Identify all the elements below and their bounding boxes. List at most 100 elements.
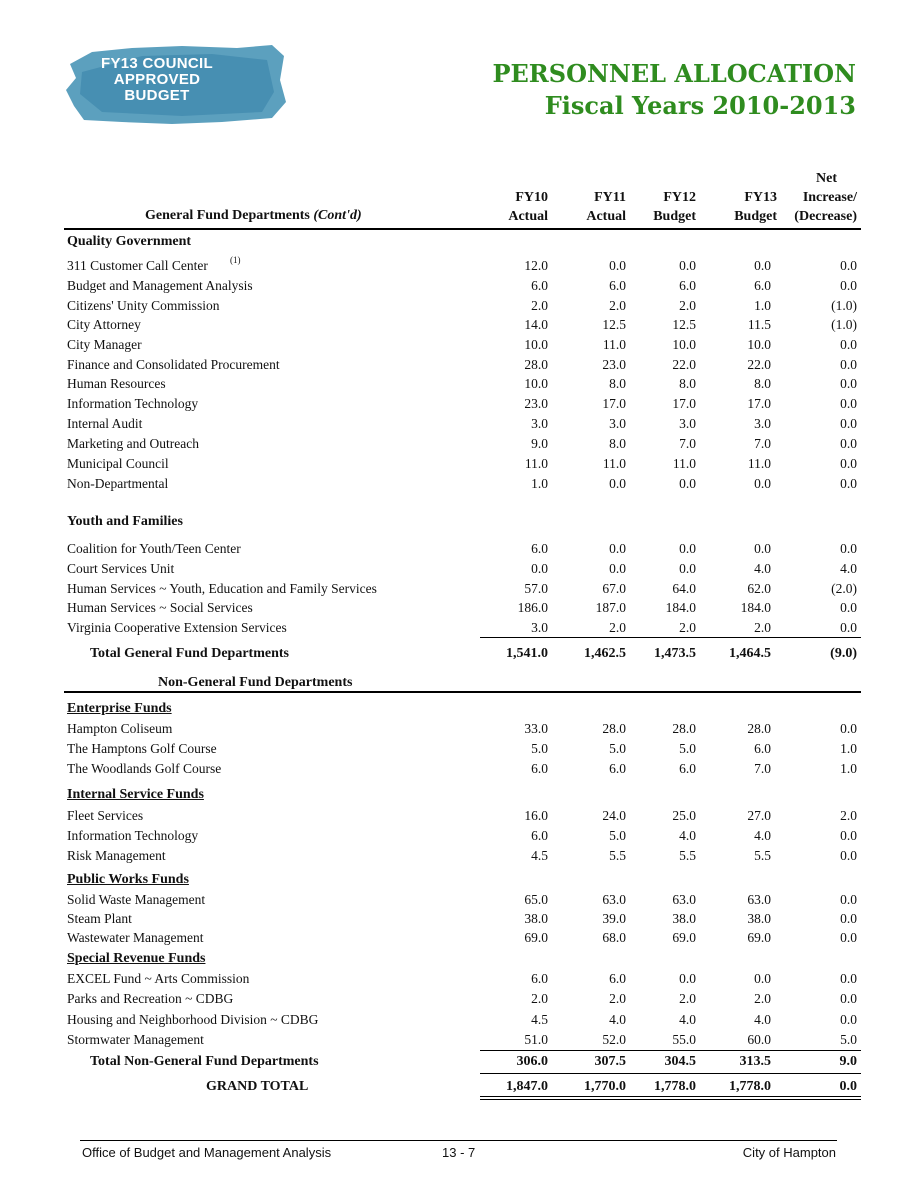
- fy12-value: 2.0: [679, 991, 696, 1006]
- fy10-value: 6.0: [531, 541, 548, 556]
- department-name: Virginia Cooperative Extension Services: [67, 620, 287, 635]
- fy10-value: 23.0: [524, 396, 548, 411]
- fy12-value: 304.5: [664, 1054, 697, 1069]
- fy13-value: 3.0: [754, 416, 771, 431]
- fy10-value: 2.0: [531, 991, 548, 1006]
- fy10-value: 38.0: [524, 911, 548, 926]
- fy12-value: 1,473.5: [654, 646, 696, 661]
- net-change-value: 9.0: [839, 1054, 858, 1069]
- fy13-value: 0.0: [754, 971, 771, 986]
- department-name: Hampton Coliseum: [67, 721, 173, 736]
- fy10-value: 3.0: [531, 416, 548, 431]
- fy10-value: 6.0: [531, 971, 548, 986]
- table-rule: [480, 1096, 861, 1097]
- fy11-value: 5.5: [609, 848, 626, 863]
- fund-group-heading: Enterprise Funds: [67, 701, 172, 716]
- non-general-fund-heading: Non-General Fund Departments: [158, 675, 353, 690]
- department-name: Fleet Services: [67, 808, 144, 823]
- department-name: Non-Departmental: [67, 476, 169, 491]
- table-rule: [480, 637, 861, 638]
- fy10-value: 186.0: [517, 600, 548, 615]
- fy12-value: 4.0: [679, 1012, 696, 1027]
- department-name: Human Services ~ Youth, Education and Fa…: [67, 581, 377, 596]
- net-change-value: (1.0): [831, 298, 857, 313]
- fy13-value: 38.0: [747, 911, 771, 926]
- fy13-value: 0.0: [754, 258, 771, 273]
- department-name: Municipal Council: [67, 456, 169, 471]
- department-name: Information Technology: [67, 396, 199, 411]
- fy12-value: 11.0: [672, 456, 696, 471]
- fy11-value: 0.0: [609, 561, 626, 576]
- fy11-value: 8.0: [609, 436, 626, 451]
- net-change-value: 0.0: [840, 541, 857, 556]
- fund-group-heading: Internal Service Funds: [67, 787, 204, 802]
- net-change-value: 0.0: [840, 436, 857, 451]
- net-change-header: Net Increase/(Decrease): [794, 171, 857, 224]
- fy13-value: 7.0: [754, 761, 771, 776]
- net-change-value: 5.0: [840, 1032, 857, 1047]
- fy11-value: 67.0: [602, 581, 626, 596]
- header-rule: [64, 228, 861, 230]
- fy10-value: 9.0: [531, 436, 548, 451]
- fy12-value: 28.0: [672, 721, 696, 736]
- fy12-value: 55.0: [672, 1032, 696, 1047]
- department-name: Finance and Consolidated Procurement: [67, 357, 280, 372]
- fy12-value: 12.5: [672, 317, 696, 332]
- page-title: PERSONNEL ALLOCATION Fiscal Years 2010-2…: [492, 59, 856, 120]
- fy11-value: 3.0: [609, 416, 626, 431]
- fy11-value: 2.0: [609, 620, 626, 635]
- fy11-value: 6.0: [609, 278, 626, 293]
- fy12-value: 7.0: [679, 436, 696, 451]
- net-change-value: 0.0: [840, 258, 857, 273]
- department-name: Human Resources: [67, 376, 166, 391]
- fy12-value: 22.0: [672, 357, 696, 372]
- fy10-value: 306.0: [516, 1054, 549, 1069]
- department-name: Coalition for Youth/Teen Center: [67, 541, 241, 556]
- table-rule: [480, 1099, 861, 1100]
- net-change-value: 1.0: [840, 741, 857, 756]
- department-name: Parks and Recreation ~ CDBG: [67, 991, 234, 1006]
- fy13-value: 5.5: [754, 848, 771, 863]
- net-change-value: 0.0: [840, 971, 857, 986]
- department-name: The Woodlands Golf Course: [67, 761, 222, 776]
- fy12-value: 184.0: [665, 600, 696, 615]
- fy11-value: 52.0: [602, 1032, 626, 1047]
- fy13-value: 2.0: [754, 991, 771, 1006]
- footer-office: Office of Budget and Management Analysis: [82, 1145, 332, 1160]
- fy10-value: 1.0: [531, 476, 548, 491]
- net-change-value: 0.0: [840, 456, 857, 471]
- fy13-value: 63.0: [747, 892, 771, 907]
- department-name: Risk Management: [67, 848, 166, 863]
- fy13-value: 4.0: [754, 561, 771, 576]
- department-name: Stormwater Management: [67, 1032, 204, 1047]
- net-change-value: 4.0: [840, 561, 857, 576]
- department-name: Wastewater Management: [67, 930, 204, 945]
- fy13-value: 22.0: [747, 357, 771, 372]
- fy12-value: 0.0: [679, 476, 696, 491]
- table-rule: [480, 1073, 861, 1074]
- fy13-value: 1.0: [754, 298, 771, 313]
- fy11-value: 63.0: [602, 892, 626, 907]
- fy13-value: 6.0: [754, 278, 771, 293]
- fy13-header: FY13 Budget: [734, 190, 777, 224]
- fy12-value: 2.0: [679, 620, 696, 635]
- footer-city: City of Hampton: [742, 1145, 836, 1160]
- department-name: Housing and Neighborhood Division ~ CDBG: [67, 1012, 319, 1027]
- total-row-label: Total Non-General Fund Departments: [90, 1054, 319, 1069]
- fy10-value: 4.5: [531, 848, 548, 863]
- grand-total-label: GRAND TOTAL: [206, 1079, 309, 1094]
- table-rule: [480, 1050, 861, 1051]
- fy12-value: 69.0: [672, 930, 696, 945]
- fy11-value: 39.0: [602, 911, 626, 926]
- fy12-value: 64.0: [672, 581, 696, 596]
- fy10-value: 6.0: [531, 278, 548, 293]
- fy12-value: 0.0: [679, 541, 696, 556]
- fy11-value: 11.0: [602, 337, 626, 352]
- net-change-value: 0.0: [840, 396, 857, 411]
- fy12-value: 2.0: [679, 298, 696, 313]
- net-change-value: 0.0: [840, 848, 857, 863]
- fy13-value: 7.0: [754, 436, 771, 451]
- fy11-value: 6.0: [609, 761, 626, 776]
- net-change-value: 0.0: [840, 476, 857, 491]
- fy13-value: 4.0: [754, 828, 771, 843]
